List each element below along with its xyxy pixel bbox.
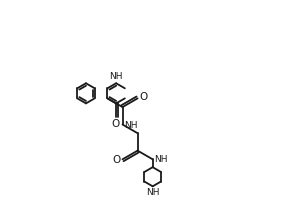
- Text: O: O: [111, 119, 119, 129]
- Text: O: O: [112, 155, 121, 165]
- Text: NH: NH: [154, 155, 168, 164]
- Text: NH: NH: [124, 121, 138, 130]
- Text: NH: NH: [110, 72, 123, 81]
- Text: NH: NH: [146, 188, 159, 197]
- Text: O: O: [140, 92, 148, 102]
